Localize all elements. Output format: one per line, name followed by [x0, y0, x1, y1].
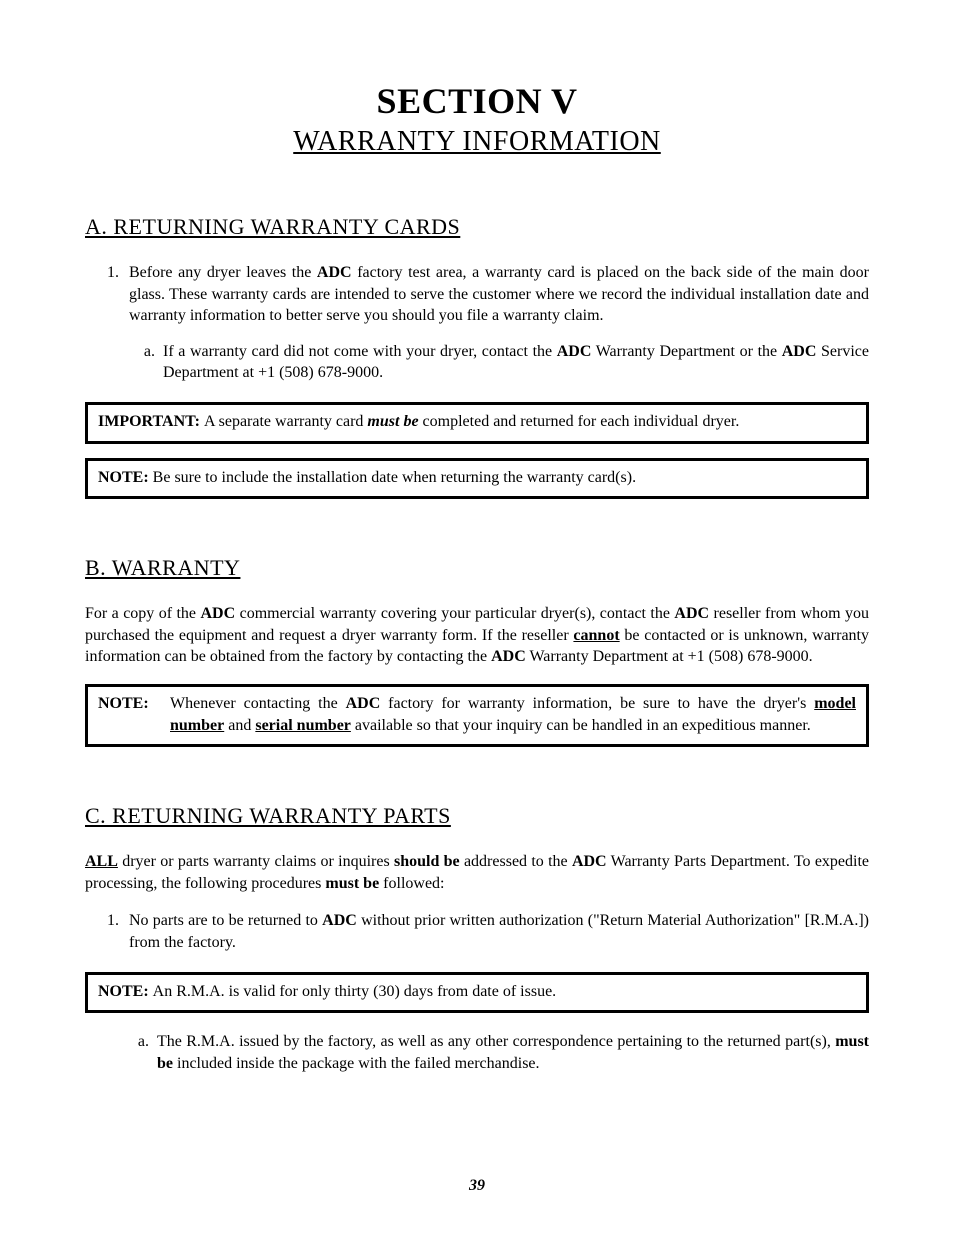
- section-subtitle: WARRANTY INFORMATION: [85, 126, 869, 158]
- text: Before any dryer leaves the: [129, 264, 317, 281]
- bold-underline: ALL: [85, 853, 118, 870]
- text: A separate warranty card: [204, 413, 367, 430]
- sublist-a1: If a warranty card did not come with you…: [129, 341, 869, 384]
- callout-label: NOTE:: [98, 469, 153, 486]
- text: An R.M.A. is valid for only thirty (30) …: [153, 983, 557, 1000]
- bold-underline: serial number: [255, 717, 351, 734]
- text: The R.M.A. issued by the factory, as wel…: [157, 1033, 835, 1050]
- page-number: 39: [0, 1177, 954, 1195]
- list-item-c1: No parts are to be returned to ADC witho…: [123, 910, 869, 953]
- section-title: SECTION V: [85, 80, 869, 122]
- text: Be sure to include the installation date…: [153, 469, 636, 486]
- bold-adc: ADC: [322, 912, 357, 929]
- text: Warranty Department or the: [591, 343, 781, 360]
- bold-adc: ADC: [782, 343, 817, 360]
- callout-note-a: NOTE: Be sure to include the installatio…: [85, 458, 869, 500]
- text: If a warranty card did not come with you…: [163, 343, 557, 360]
- text: available so that your inquiry can be ha…: [351, 717, 811, 734]
- text: factory for warranty information, be sur…: [380, 695, 814, 712]
- bold-adc: ADC: [200, 605, 235, 622]
- bold-adc: ADC: [557, 343, 592, 360]
- callout-label: IMPORTANT:: [98, 413, 204, 430]
- paragraph-b: For a copy of the ADC commercial warrant…: [85, 603, 869, 668]
- bold-underline: cannot: [573, 627, 619, 644]
- paragraph-c: ALL dryer or parts warranty claims or in…: [85, 851, 869, 894]
- bold-adc: ADC: [346, 695, 381, 712]
- text: No parts are to be returned to: [129, 912, 322, 929]
- bold-italic: must be: [367, 413, 418, 430]
- text: and: [224, 717, 255, 734]
- list-a: Before any dryer leaves the ADC factory …: [85, 262, 869, 384]
- text: commercial warranty covering your partic…: [235, 605, 674, 622]
- list-item-a1a: If a warranty card did not come with you…: [159, 341, 869, 384]
- callout-label: NOTE:: [98, 983, 153, 1000]
- text: completed and returned for each individu…: [419, 413, 740, 430]
- list-item-a1: Before any dryer leaves the ADC factory …: [123, 262, 869, 384]
- text: For a copy of the: [85, 605, 200, 622]
- text: Whenever contacting the: [170, 695, 346, 712]
- callout-note-c: NOTE: An R.M.A. is valid for only thirty…: [85, 972, 869, 1014]
- bold-adc: ADC: [572, 853, 607, 870]
- bold: must be: [325, 875, 379, 892]
- callout-label: NOTE:: [98, 695, 149, 712]
- text: Warranty Department at +1 (508) 678-9000…: [526, 648, 813, 665]
- text: included inside the package with the fai…: [173, 1055, 540, 1072]
- page-container: SECTION V WARRANTY INFORMATION A. RETURN…: [0, 0, 954, 1235]
- callout-important-a: IMPORTANT: A separate warranty card must…: [85, 402, 869, 444]
- heading-a: A. RETURNING WARRANTY CARDS: [85, 214, 869, 240]
- heading-b: B. WARRANTY: [85, 555, 869, 581]
- sublist-c1: The R.M.A. issued by the factory, as wel…: [123, 1031, 869, 1074]
- text: followed:: [379, 875, 444, 892]
- text: addressed to the: [460, 853, 572, 870]
- bold-adc: ADC: [317, 264, 352, 281]
- list-item-c1a: The R.M.A. issued by the factory, as wel…: [153, 1031, 869, 1074]
- heading-c: C. RETURNING WARRANTY PARTS: [85, 803, 869, 829]
- bold-adc: ADC: [491, 648, 526, 665]
- text: dryer or parts warranty claims or inquir…: [118, 853, 394, 870]
- bold: should be: [394, 853, 460, 870]
- list-c: No parts are to be returned to ADC witho…: [85, 910, 869, 953]
- callout-note-b: NOTE: Whenever contacting the ADC factor…: [85, 684, 869, 747]
- bold-adc: ADC: [674, 605, 709, 622]
